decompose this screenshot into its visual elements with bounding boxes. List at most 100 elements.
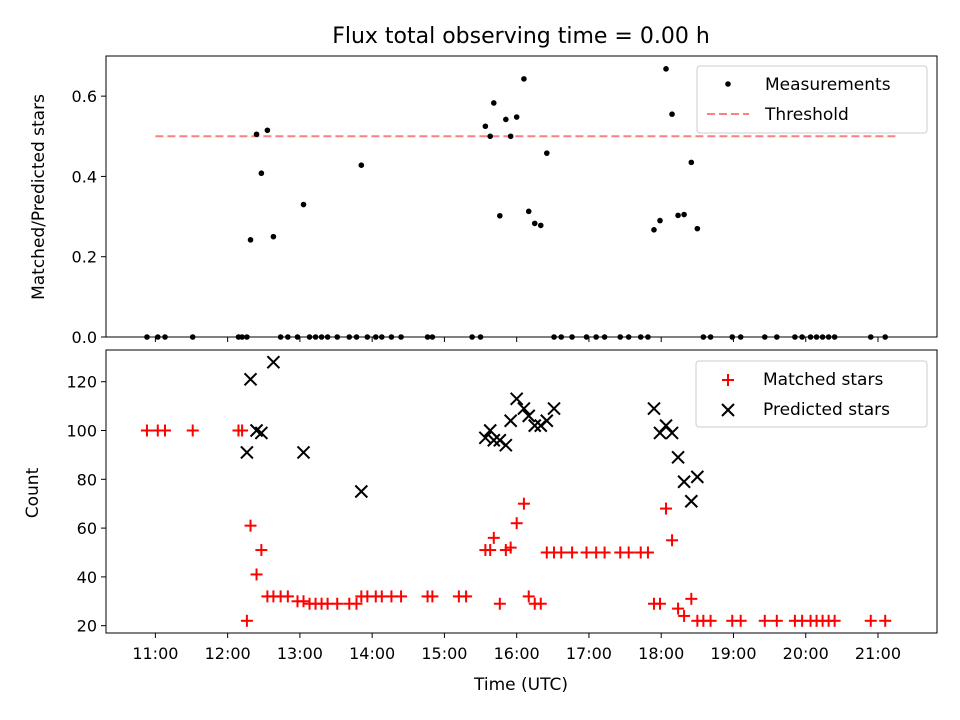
measurement-point	[675, 212, 681, 219]
measurement-point	[707, 334, 714, 340]
bottom-y-axis-label: Count	[23, 467, 43, 518]
predicted-star-marker	[522, 409, 536, 423]
legend-predicted-label: Predicted stars	[763, 400, 890, 420]
measurement-point	[306, 334, 313, 340]
measurement-point	[346, 334, 353, 340]
bottom-x-tick-label: 21:00	[855, 644, 901, 663]
measurement-point	[247, 237, 254, 243]
matched-star-marker	[510, 517, 523, 530]
measurement-point	[189, 334, 196, 340]
measurement-point	[270, 233, 277, 240]
bottom-y-tick-label: 120	[66, 373, 97, 392]
matched-star-marker	[534, 597, 547, 610]
predicted-star-marker	[509, 392, 524, 406]
measurement-point	[813, 334, 820, 340]
matched-star-marker	[487, 531, 500, 544]
measurement-point	[792, 334, 798, 340]
measurement-point	[285, 334, 291, 340]
matched-star-marker	[350, 597, 363, 610]
top-legend-box	[696, 65, 928, 134]
measurement-point	[688, 159, 695, 166]
measurement-point	[593, 334, 599, 340]
measurement-point	[497, 212, 503, 219]
matched-star-marker	[660, 502, 673, 515]
bottom-x-tick-label: 14:00	[349, 644, 395, 663]
measurement-point	[312, 334, 319, 340]
predicted-star-marker	[296, 445, 311, 460]
predicted-star-marker	[478, 431, 493, 445]
matched-star-marker	[828, 614, 841, 627]
predicted-star-marker	[517, 401, 531, 416]
bottom-y-tick-label: 40	[77, 568, 97, 587]
predicted-star-marker	[677, 475, 691, 489]
bottom-x-tick-label: 18:00	[638, 644, 684, 663]
top-y-tick-label: 0.0	[72, 328, 97, 347]
measurement-point	[645, 334, 651, 340]
bottom-y-tick-label: 20	[77, 617, 97, 636]
predicted-star-marker	[499, 438, 513, 452]
x-axis-label: Time (UTC)	[473, 675, 568, 695]
bottom-x-axis: 11:00 12:00 13:00 14:00 15:00 16:00 17:00 18:00…	[132, 633, 901, 663]
measurement-point	[799, 334, 805, 340]
measurement-point	[162, 334, 168, 340]
measurement-point	[253, 131, 260, 138]
chart-title: Flux total observing time = 0.00 h	[332, 24, 710, 49]
top-legend: Measurements Threshold	[696, 65, 928, 134]
measurement-point	[617, 334, 624, 340]
predicted-star-marker	[503, 414, 518, 428]
measurement-point	[737, 334, 744, 340]
predicted-star-marker	[254, 426, 269, 440]
predicted-star-marker	[547, 401, 561, 416]
measurement-point	[543, 150, 550, 156]
measurement-point	[601, 334, 608, 340]
legend-matched-label: Matched stars	[763, 370, 883, 390]
predicted-star-marker	[671, 450, 685, 465]
measurement-point	[372, 334, 379, 340]
legend-matched-marker	[722, 374, 734, 386]
measurement-point	[388, 334, 395, 340]
matched-star-marker	[622, 546, 635, 559]
matched-star-marker	[734, 614, 747, 627]
matched-star-marker	[250, 568, 263, 581]
matched-star-marker	[704, 614, 717, 627]
matched-star-marker	[297, 595, 310, 608]
bottom-legend-box	[695, 360, 928, 428]
legend-threshold-label: Threshold	[764, 105, 849, 125]
measurement-points	[144, 66, 889, 340]
matched-star-marker	[522, 590, 535, 603]
top-y-axis: 0.0 0.2 0.4 0.6	[72, 87, 106, 347]
bottom-x-tick-label: 11:00	[132, 644, 178, 663]
measurement-point	[324, 334, 331, 340]
matched-star-marker	[654, 597, 666, 610]
measurement-point	[503, 116, 509, 123]
predicted-star-marker	[528, 418, 542, 433]
top-y-tick-label: 0.2	[72, 248, 97, 267]
matched-star-marker	[666, 534, 679, 547]
predicted-star-marker	[243, 372, 258, 386]
measurement-point	[525, 208, 532, 215]
measurement-point	[867, 334, 874, 340]
measurement-point	[144, 334, 150, 340]
bottom-x-tick-label: 20:00	[783, 644, 829, 663]
matched-star-marker	[255, 544, 268, 557]
measurement-point	[424, 334, 431, 340]
matched-star-marker	[460, 590, 473, 603]
bottom-y-axis: 20 40 60 80 100 120	[66, 373, 106, 636]
predicted-star-marker	[240, 445, 254, 460]
predicted-star-marker	[487, 433, 501, 447]
bottom-x-tick-label: 13:00	[277, 644, 323, 663]
predicted-star-marker	[647, 401, 661, 416]
measurement-point	[729, 334, 736, 340]
measurement-point	[487, 133, 493, 140]
matched-star-marker	[864, 614, 877, 627]
measurement-point	[378, 334, 385, 340]
measurement-point	[669, 111, 675, 118]
matched-star-marker	[140, 424, 153, 437]
predicted-star-marker	[354, 484, 369, 499]
matched-star-marker	[186, 424, 199, 437]
measurement-point	[364, 334, 371, 340]
matched-star-marker	[504, 541, 517, 554]
measurement-point	[398, 334, 404, 340]
measurement-point	[651, 227, 657, 233]
